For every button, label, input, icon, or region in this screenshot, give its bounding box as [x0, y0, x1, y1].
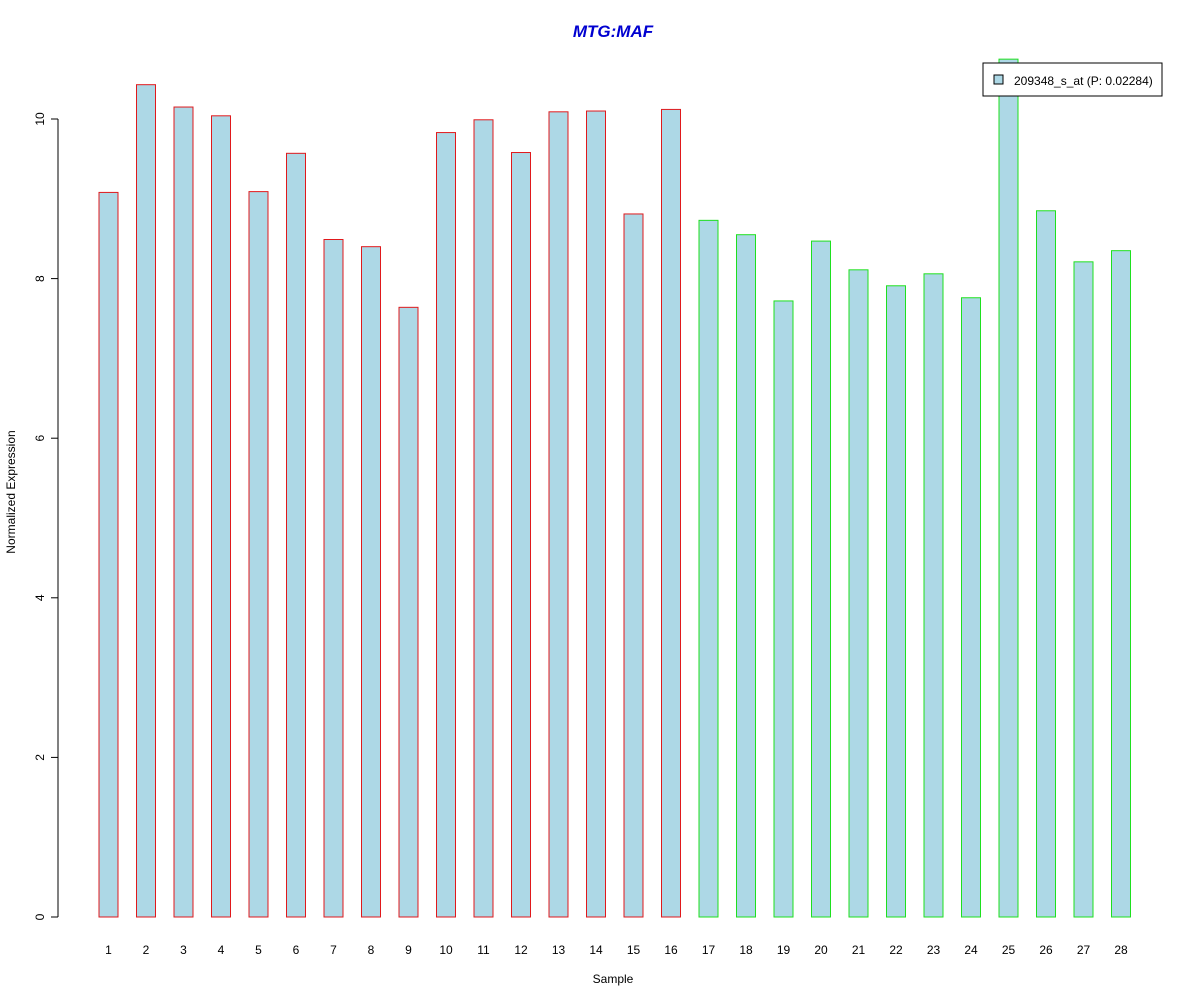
x-tick-label: 17 [702, 943, 716, 957]
x-tick-label: 2 [143, 943, 150, 957]
bar [586, 110, 606, 918]
bar [998, 58, 1019, 918]
y-tick-label: 6 [33, 435, 47, 442]
bar [98, 191, 119, 918]
bar [248, 191, 269, 918]
x-tick-label: 3 [180, 943, 187, 957]
bar [511, 152, 531, 918]
bar [548, 111, 569, 918]
y-tick-label: 8 [33, 275, 47, 282]
bars [98, 58, 1131, 918]
x-tick-label: 15 [627, 943, 641, 957]
legend-box [982, 62, 1163, 97]
x-tick-label: 19 [777, 943, 791, 957]
bar [361, 246, 381, 918]
bar [736, 234, 756, 918]
x-tick-label: 28 [1114, 943, 1128, 957]
x-tick-label: 25 [1002, 943, 1016, 957]
y-tick-label: 2 [33, 754, 47, 761]
x-tick-label: 18 [739, 943, 753, 957]
legend-swatch [993, 74, 1004, 85]
legend: 209348_s_at (P: 0.02284) [982, 62, 1163, 97]
x-tick-label: 13 [552, 943, 566, 957]
x-tick-label: 1 [105, 943, 112, 957]
bar [323, 238, 344, 918]
bar [698, 219, 719, 918]
bar [1036, 210, 1056, 918]
chart-title: MTG:MAF [573, 22, 654, 41]
x-tick-label: 27 [1077, 943, 1091, 957]
x-tick-label: 16 [664, 943, 678, 957]
x-tick-label: 8 [368, 943, 375, 957]
bar [286, 152, 306, 918]
x-tick-label: 5 [255, 943, 262, 957]
x-tick-label: 9 [405, 943, 412, 957]
x-tick-label: 7 [330, 943, 337, 957]
x-axis-title: Sample [593, 972, 634, 986]
x-tick-label: 11 [477, 943, 490, 957]
bar [961, 297, 981, 918]
bar [1111, 250, 1131, 918]
bar [811, 240, 831, 918]
y-tick-label: 4 [33, 594, 47, 601]
bar [173, 106, 194, 918]
x-axis: 1 2 3 4 5 6 7 8 9 10 11 12 13 14 15 16 17 18 19 20 21 22 23 24 2… [105, 943, 1128, 957]
y-axis-title: Normalized Expression [4, 430, 18, 553]
bar [1073, 261, 1094, 918]
x-tick-label: 6 [293, 943, 300, 957]
x-tick-label: 20 [814, 943, 828, 957]
x-tick-label: 26 [1039, 943, 1053, 957]
bar [623, 213, 644, 918]
x-tick-label: 4 [218, 943, 225, 957]
y-axis: 0 2 4 6 8 10 [33, 112, 59, 920]
legend-label: 209348_s_at (P: 0.02284) [1014, 74, 1153, 88]
x-tick-label: 21 [852, 943, 866, 957]
bar [211, 115, 231, 918]
bar [773, 300, 794, 918]
bar [848, 269, 869, 918]
bar [661, 108, 681, 918]
x-tick-label: 22 [889, 943, 903, 957]
bar [923, 273, 944, 918]
y-tick-label: 0 [33, 913, 47, 920]
x-tick-label: 23 [927, 943, 941, 957]
x-tick-label: 24 [964, 943, 978, 957]
bar [398, 306, 419, 918]
bar [436, 132, 456, 918]
y-tick-label: 10 [33, 112, 47, 126]
bar [136, 84, 156, 918]
x-tick-label: 10 [439, 943, 453, 957]
x-tick-label: 14 [589, 943, 603, 957]
bar [886, 285, 906, 918]
x-tick-label: 12 [514, 943, 528, 957]
bar [473, 119, 494, 918]
